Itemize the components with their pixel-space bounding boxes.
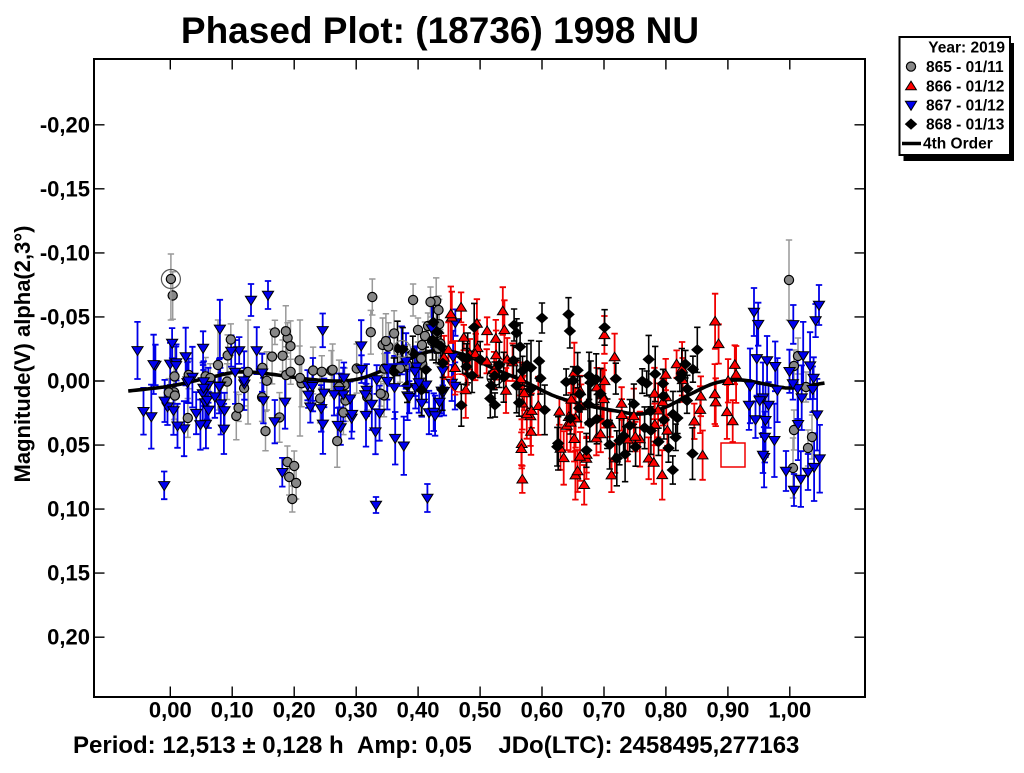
- svg-text:Period: 12,513 ± 0,128 h Amp:: Period: 12,513 ± 0,128 h Amp: 0,05 JDo(L…: [73, 732, 799, 759]
- svg-text:0,20: 0,20: [273, 698, 316, 723]
- svg-text:Magnitude(V) alpha(2,3°): Magnitude(V) alpha(2,3°): [10, 226, 35, 483]
- svg-text:867 - 01/12: 867 - 01/12: [926, 98, 1004, 115]
- svg-text:Phased Plot: (18736) 1998 NU: Phased Plot: (18736) 1998 NU: [181, 10, 699, 51]
- svg-text:-0,05: -0,05: [40, 304, 90, 329]
- svg-text:0,90: 0,90: [706, 698, 749, 723]
- svg-text:1,00: 1,00: [768, 698, 811, 723]
- svg-text:Year: 2019: Year: 2019: [928, 40, 1005, 57]
- svg-text:868 - 01/13: 868 - 01/13: [926, 117, 1005, 134]
- svg-text:-0,15: -0,15: [40, 176, 90, 201]
- svg-text:0,15: 0,15: [47, 561, 90, 586]
- svg-text:0,50: 0,50: [459, 698, 502, 723]
- svg-text:0,05: 0,05: [47, 433, 90, 458]
- svg-text:0,40: 0,40: [397, 698, 440, 723]
- svg-text:-0,10: -0,10: [40, 240, 90, 265]
- svg-text:0,60: 0,60: [521, 698, 564, 723]
- svg-text:0,00: 0,00: [47, 369, 90, 394]
- svg-text:0,10: 0,10: [47, 497, 90, 522]
- svg-text:0,20: 0,20: [47, 625, 90, 650]
- svg-text:866 - 01/12: 866 - 01/12: [926, 79, 1004, 96]
- svg-text:4th Order: 4th Order: [923, 136, 993, 153]
- svg-text:0,80: 0,80: [644, 698, 687, 723]
- svg-text:865 - 01/11: 865 - 01/11: [926, 59, 1004, 76]
- svg-text:0,10: 0,10: [211, 698, 254, 723]
- svg-text:0,30: 0,30: [335, 698, 378, 723]
- svg-text:0,00: 0,00: [149, 698, 192, 723]
- svg-text:0,70: 0,70: [583, 698, 626, 723]
- svg-text:-0,20: -0,20: [40, 112, 90, 137]
